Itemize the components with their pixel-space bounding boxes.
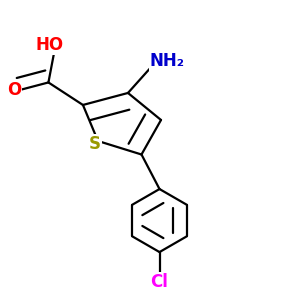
Text: S: S (89, 135, 101, 153)
Text: O: O (7, 81, 21, 99)
Text: HO: HO (36, 36, 64, 54)
Text: NH₂: NH₂ (150, 52, 185, 70)
Text: Cl: Cl (150, 273, 168, 291)
